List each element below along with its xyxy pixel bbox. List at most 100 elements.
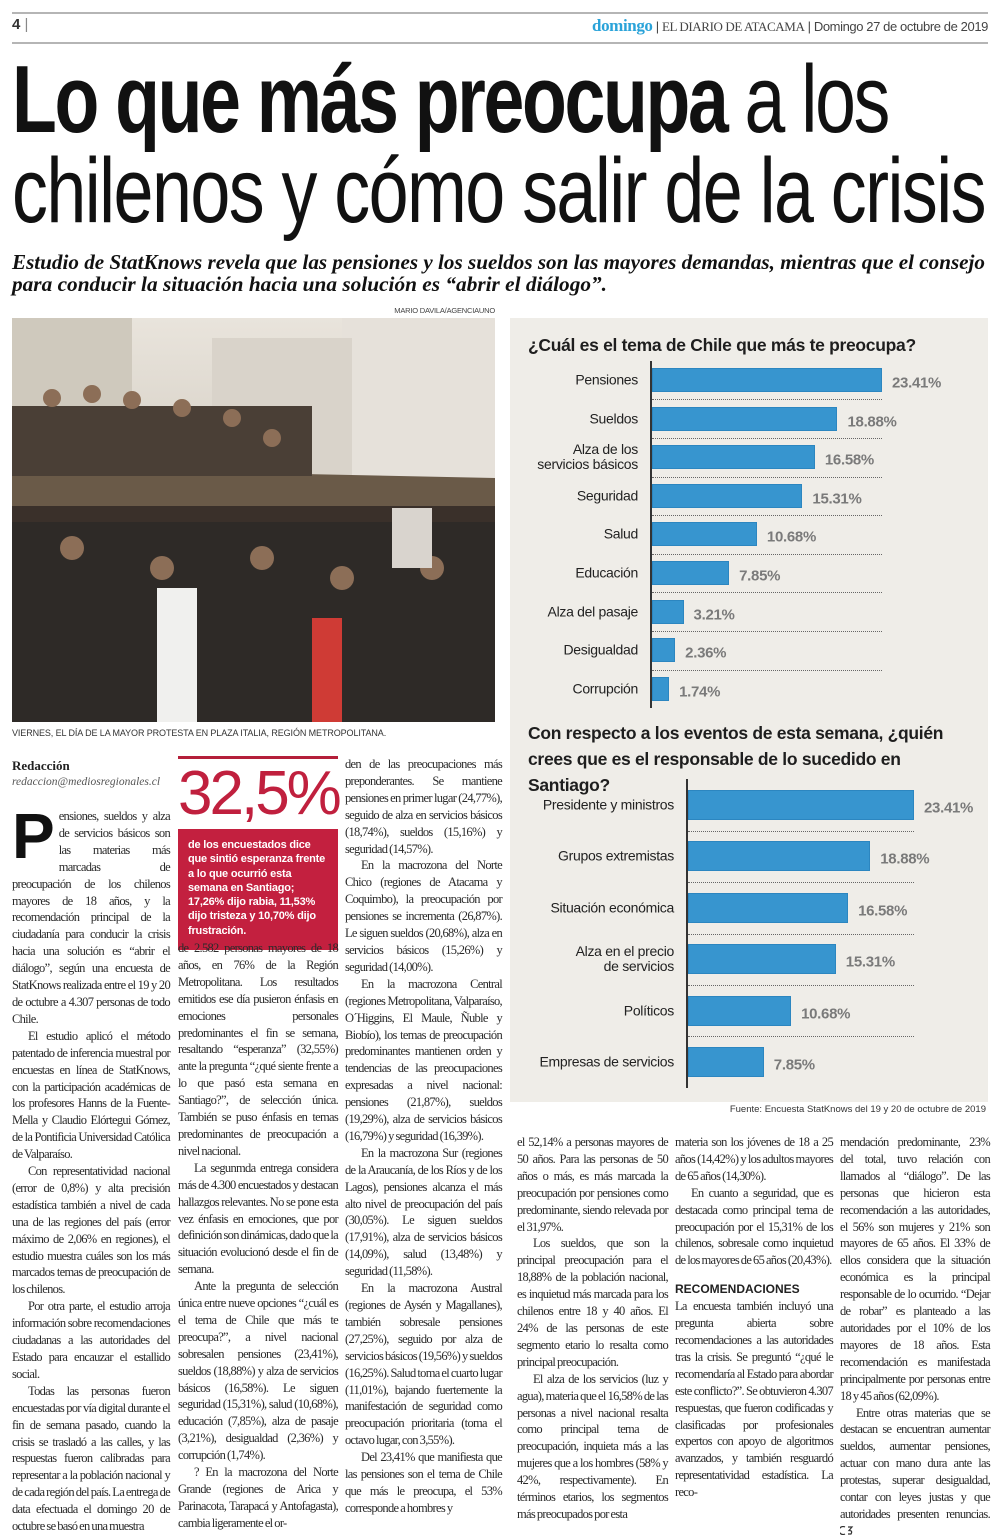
article-column-5: materia son los jóvenes de 18 a 25 años …	[675, 1134, 834, 1501]
protest-photo	[12, 318, 495, 722]
chart-2-category-label: Grupos extremistas	[558, 847, 674, 864]
article-paragraph: El estudio aplicó el método patentado de…	[12, 1028, 171, 1162]
article-paragraph: Entre otras materias que se destacan se …	[838, 1405, 991, 1540]
article-paragraph: En la macrozona Central (regiones Metrop…	[345, 976, 503, 1143]
chart-1-value-label: 10.68%	[766, 528, 816, 546]
headline-line-2: chilenos y cómo salir de la crisis	[12, 140, 987, 242]
chart-1-value-label: 1.74%	[679, 683, 721, 701]
chart-2-value-label: 23.41%	[924, 799, 974, 817]
section-heading-recomendaciones: RECOMENDACIONES	[675, 1282, 800, 1297]
protest-photo-illustration	[12, 318, 495, 722]
issue-date: Domingo 27 de octubre de 2019	[813, 19, 989, 34]
chart-2-bar	[688, 790, 914, 820]
chart-1-category-label: Alza del pasaje	[547, 603, 639, 620]
article-paragraph: El alza de los servicios (luz y agua), m…	[517, 1371, 669, 1521]
chart-1-value-label: 15.31%	[812, 490, 862, 508]
chart-2-category-label: Políticos	[623, 1002, 675, 1019]
pull-quote: 32,5% de los encuestados dice que sintió…	[178, 756, 342, 951]
chart-2-bar	[688, 892, 849, 923]
chart-1-separator	[652, 515, 882, 517]
chart-1-category-label: Salud	[603, 525, 639, 542]
chart-1-separator	[652, 553, 882, 555]
article-paragraph: ? En la macrozona del Norte Grande (regi…	[178, 1465, 339, 1530]
chart-1-separator	[652, 476, 882, 478]
pull-quote-text: de los encuestados dice que sintió esper…	[178, 829, 338, 951]
chart-1-bar	[652, 406, 838, 431]
chart-2-category-label: Alza en el precio de servicios	[575, 943, 675, 975]
chart-1-bar	[652, 561, 730, 585]
chart-2-bar	[688, 944, 836, 975]
photo-caption: Viernes, el día de la mayor protesta en …	[12, 728, 387, 738]
chart-2-title: Con respecto a los eventos de esta seman…	[528, 723, 944, 795]
article-paragraph: den de las preocupaciones más prepondera…	[345, 757, 503, 856]
headline-light: a los	[744, 46, 891, 153]
header-top-rule	[12, 12, 988, 14]
page-number: 4 |	[12, 16, 29, 33]
byline: Redacción redaccion@mediosregionales.cl	[12, 758, 160, 788]
chart-2-separator	[688, 933, 914, 935]
article-paragraph: mendación predominante, 23% del total, t…	[840, 1135, 991, 1403]
article-column-2: de 2.582 personas mayores de 18 años, en…	[178, 940, 339, 1532]
chart-2-bar	[688, 841, 871, 872]
chart-2-axis	[686, 779, 688, 1088]
chart-1-value-label: 18.88%	[847, 413, 897, 431]
article-paragraph: Los sueldos, que son la principal preocu…	[517, 1236, 669, 1369]
article-paragraph: Ante la pregunta de selección única entr…	[178, 1279, 339, 1463]
chart-1-category-label: Seguridad	[576, 487, 638, 504]
chart-1-value-label: 23.41%	[892, 374, 942, 392]
chart-1-separator	[652, 399, 882, 401]
chart-2-separator	[688, 830, 914, 832]
article-column-6: mendación predominante, 23% del total, t…	[838, 1134, 991, 1540]
drop-cap: P	[12, 800, 55, 872]
chart-2-value-label: 7.85%	[773, 1056, 815, 1074]
pull-quote-figure: 32,5%	[178, 759, 342, 828]
chart-1-bar	[652, 638, 676, 663]
article-paragraph: materia son los jóvenes de 18 a 25 años …	[675, 1135, 834, 1183]
article-paragraph: Por otra parte, el estudio arroja inform…	[12, 1299, 171, 1381]
chart-1-separator	[652, 630, 882, 632]
chart-1-value-label: 7.85%	[739, 567, 781, 585]
chart-1-category-label: Pensiones	[575, 371, 638, 388]
chart-source: Fuente: Encuesta StatKnows del 19 y 20 d…	[729, 1104, 986, 1115]
pull-quote-rule	[178, 756, 338, 759]
author-email[interactable]: redaccion@mediosregionales.cl	[12, 776, 161, 788]
chart-1-bar	[652, 522, 757, 547]
chart-2-value-label: 15.31%	[845, 953, 895, 971]
chart-1-category-label: Alza de los servicios básicos	[537, 441, 638, 473]
chart-1-bar	[652, 445, 815, 470]
chart-1-category-label: Sueldos	[589, 410, 639, 427]
section-name: domingo	[592, 16, 653, 35]
article-paragraph: La segunmda entrega considera más de 4.3…	[178, 1160, 339, 1277]
chart-1-axis	[650, 360, 652, 709]
chart-1-separator	[652, 592, 882, 594]
chart-2-category-label: Empresas de servicios	[539, 1053, 674, 1070]
headline-line-1: Lo que más preocupa a los	[12, 50, 1000, 150]
article-paragraph: En cuanto a seguridad, que es destacada …	[675, 1185, 834, 1268]
chart-2-separator	[688, 984, 914, 986]
header-bottom-rule	[12, 42, 988, 44]
chart-2-category-label: Situación económica	[550, 899, 675, 916]
headline-bold: Lo que más preocupa	[12, 46, 729, 153]
chart-1-bar	[652, 368, 882, 392]
chart-1-bar	[652, 599, 684, 624]
chart-2-separator	[688, 882, 914, 884]
chart-1-separator	[652, 669, 882, 671]
article-paragraph: La encuesta también incluyó una pregunta…	[675, 1299, 834, 1500]
photo-credit: MARIO DAVILA/AGENCIAUNO	[394, 306, 495, 315]
chart-1-value-label: 3.21%	[693, 606, 735, 624]
header-masthead: domingo | EL DIARIO DE ATACAMA | Domingo…	[592, 16, 989, 35]
article-paragraph: En la macrozona Austral (regiones de Ays…	[345, 1281, 503, 1448]
chart-1-bar	[652, 676, 670, 701]
chart-2-category-label: Presidente y ministros	[542, 796, 674, 813]
article-paragraph: Todas las personas fueron encuestadas po…	[12, 1383, 171, 1534]
chart-1-separator	[652, 437, 882, 439]
article-paragraph: de 2.582 personas mayores de 18 años, en…	[178, 941, 339, 1158]
article-paragraph: En la macrozona del Norte Chico (regione…	[345, 858, 503, 974]
chart-2-bar	[688, 995, 792, 1026]
infographic-panel: ¿Cuál es el tema de Chile que más te pre…	[510, 318, 988, 1102]
subtitle-line-1: Estudio de StatKnows revela que las pens…	[12, 250, 986, 274]
chart-1-value-label: 2.36%	[685, 644, 727, 662]
chart-1-bar	[652, 483, 803, 508]
